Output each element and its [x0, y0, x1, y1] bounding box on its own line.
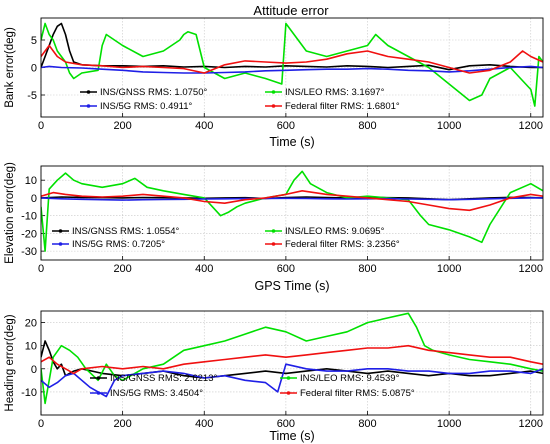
legend-swatch-marker — [271, 90, 276, 94]
legend-swatch-marker — [86, 104, 91, 108]
y-tick-label: -20 — [21, 228, 37, 240]
x-tick-label: 800 — [358, 418, 376, 430]
series-line-4 — [41, 190, 543, 212]
figure-title: Attitude error — [253, 3, 329, 18]
legend-label: INS/GNSS RMS: 1.0750° — [100, 87, 207, 98]
y-tick-label: -30 — [21, 246, 37, 258]
x-tick-label: 0 — [38, 120, 44, 132]
plot-frame — [40, 165, 544, 261]
legend-swatch-marker — [286, 376, 291, 380]
y-tick-label: 0 — [31, 63, 37, 75]
plot-frame — [40, 17, 544, 118]
chart-panel-3: 0 200 400 600 800 1000 1200 -10 0 10 20 INS/GNSS RM… — [4, 310, 544, 443]
legend-swatch-marker — [96, 376, 101, 380]
y-tick-label: 10 — [25, 175, 37, 187]
legend-label: INS/LEO RMS: 3.1697° — [285, 87, 385, 98]
legend-label: INS/GNSS RMS: 2.6213° — [110, 373, 217, 384]
x-tick-label: 1200 — [519, 263, 543, 275]
y-tick-label: 10 — [25, 341, 37, 353]
x-tick-label: 400 — [195, 418, 213, 430]
y-axis-label: Heading error(deg) — [4, 314, 16, 411]
series-line-4 — [41, 44, 543, 74]
x-axis-label: Time (s) — [269, 429, 314, 443]
legend-swatch-marker — [58, 229, 63, 233]
plot-frame — [40, 310, 544, 416]
x-axis-label: Time (s) — [269, 135, 314, 149]
legend-swatch-marker — [286, 391, 291, 395]
chart-panel-1: 0 200 400 600 800 1000 1200 -5 0 5 INS/GNSS RMS: 1… — [4, 17, 544, 149]
x-tick-label: 1200 — [519, 120, 543, 132]
y-tick-label: 20 — [25, 318, 37, 330]
y-tick-label: 0 — [31, 364, 37, 376]
x-tick-label: 1200 — [519, 418, 543, 430]
legend-swatch-marker — [271, 104, 276, 108]
y-axis-label: Elevation error(deg) — [4, 162, 16, 264]
x-tick-label: 600 — [277, 263, 295, 275]
x-tick-label: 600 — [277, 418, 295, 430]
plot-area — [41, 311, 543, 415]
x-tick-label: 200 — [113, 120, 131, 132]
x-tick-label: 800 — [358, 263, 376, 275]
y-tick-label: 5 — [31, 35, 37, 47]
legend-label: Federal filter RMS: 3.2356° — [285, 239, 400, 250]
legend-swatch-marker — [86, 90, 91, 94]
x-tick-label: 0 — [38, 263, 44, 275]
chart-panel-2: 0 200 400 600 800 1000 1200 -30 -20 -10 0 10 INS/GNS… — [4, 162, 544, 293]
legend-swatch-marker — [271, 242, 276, 246]
legend-swatch-marker — [96, 391, 101, 395]
series-line-2 — [41, 22, 543, 107]
legend-label: Federal filter RMS: 5.0875° — [300, 388, 415, 399]
x-axis-label: GPS Time (s) — [254, 279, 329, 293]
legend-label: INS/5G RMS: 0.7205° — [72, 239, 165, 250]
plot-area — [41, 166, 543, 260]
legend-label: INS/5G RMS: 3.4504° — [110, 388, 203, 399]
legend-swatch-marker — [58, 242, 63, 246]
x-tick-label: 1000 — [437, 418, 461, 430]
legend-label: INS/LEO RMS: 9.4539° — [300, 373, 400, 384]
series-line-1 — [41, 22, 543, 71]
legend-label: Federal filter RMS: 1.6801° — [285, 101, 400, 112]
x-tick-label: 1000 — [437, 120, 461, 132]
y-tick-label: -10 — [21, 387, 37, 399]
series-line-3 — [41, 363, 543, 398]
legend-label: INS/5G RMS: 0.4911° — [100, 101, 193, 112]
x-tick-label: 1000 — [437, 263, 461, 275]
y-tick-label: -10 — [21, 211, 37, 223]
y-tick-label: 0 — [31, 193, 37, 205]
x-tick-label: 200 — [113, 418, 131, 430]
x-tick-label: 0 — [38, 418, 44, 430]
series-line-3 — [41, 197, 543, 201]
x-tick-label: 800 — [358, 120, 376, 132]
legend-label: INS/GNSS RMS: 1.0554° — [72, 226, 179, 237]
x-tick-label: 600 — [277, 120, 295, 132]
legend-label: INS/LEO RMS: 9.0695° — [285, 226, 385, 237]
y-axis-label: Bank error(deg) — [4, 27, 16, 108]
series-line-4 — [41, 344, 543, 375]
x-tick-label: 200 — [113, 263, 131, 275]
legend-swatch-marker — [271, 229, 276, 233]
x-tick-label: 400 — [195, 120, 213, 132]
x-tick-label: 400 — [195, 263, 213, 275]
y-tick-label: -5 — [27, 90, 37, 102]
